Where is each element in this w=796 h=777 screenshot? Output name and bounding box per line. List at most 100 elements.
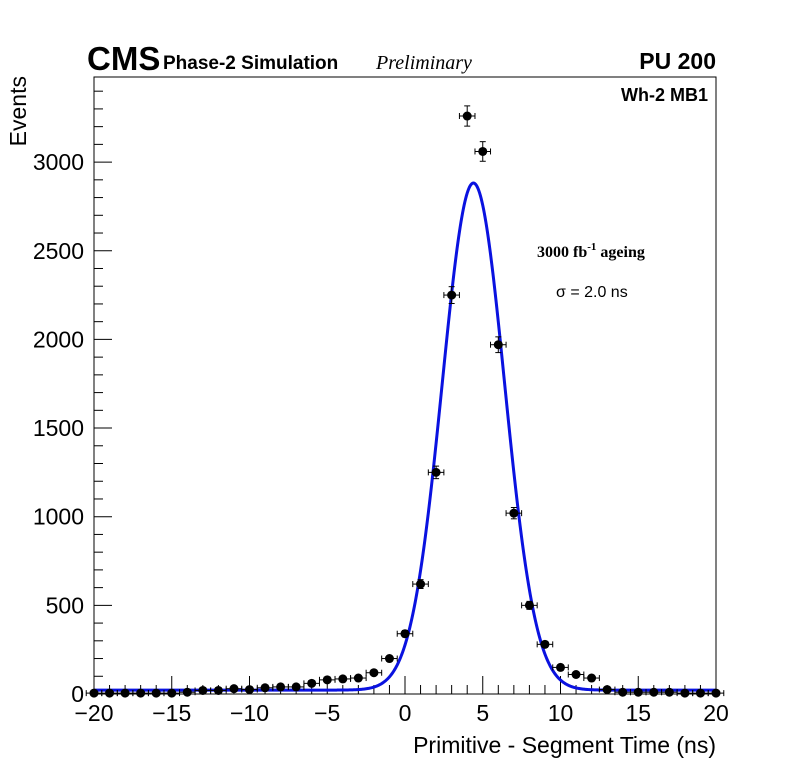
data-point-marker [384,654,394,664]
data-point [505,506,523,520]
data-point-marker [136,688,146,698]
x-tick-label: −5 [314,700,340,726]
data-point-marker [198,685,208,695]
y-tick-label: 1000 [33,504,84,530]
cms-label: CMS [87,40,160,77]
data-point [179,687,196,697]
data-point [536,639,554,649]
data-point-marker [213,685,223,695]
x-tick-label: 15 [625,700,651,726]
y-tick-label: 500 [46,592,84,618]
data-point [163,688,181,698]
data-point-marker [182,687,192,697]
data-point-marker [649,687,659,697]
data-point-marker [447,290,457,300]
data-point-marker [431,467,441,477]
data-point-marker [89,688,99,698]
data-point [132,688,149,698]
data-point [381,654,398,664]
data-point-marker [167,688,177,698]
data-point [303,678,320,688]
data-point-marker [369,668,379,678]
data-point [412,579,429,589]
data-point-marker [105,688,115,698]
data-point-marker [633,687,643,697]
data-point-marker [680,688,690,698]
data-point [365,668,383,678]
chamber-label: Wh-2 MB1 [621,85,708,105]
plot-frame-rect [93,76,717,695]
lumi-exponent: -1 [587,241,596,253]
data-point [583,673,600,683]
data-point [318,675,336,685]
data-point [474,141,492,162]
data-point-marker [540,639,550,649]
data-points-group [85,105,725,698]
data-point [147,688,165,698]
axis-ticks [93,90,717,695]
y-axis-title: Events [5,76,31,146]
pileup-label: PU 200 [639,48,716,74]
data-point [225,684,243,694]
data-point-marker [229,684,239,694]
data-point [521,600,538,610]
data-point-marker [416,579,426,589]
x-tick-label: −15 [152,700,191,726]
lumi-value: 3000 fb [537,244,587,261]
data-point-marker [602,685,612,695]
data-point-marker [291,682,301,692]
y-tick-label: 2000 [33,326,84,352]
data-point-marker [120,688,130,698]
data-point-marker [695,688,705,698]
data-point [598,685,616,695]
lumi-label: 3000 fb-1 ageing [537,241,645,261]
data-point [567,669,585,679]
data-point-marker [571,669,581,679]
phase2-label: Phase-2 Simulation [163,53,338,74]
data-point [443,286,460,304]
data-point-marker [338,674,348,684]
data-point [707,688,725,698]
data-point-marker [322,675,332,685]
x-axis-title: Primitive - Segment Time (ns) [413,732,716,758]
x-tick-label: 5 [476,700,489,726]
axis-tick-labels: −20 −15 −10 −5 0 5 10 15 20 0 500 1000 1500 2000 2500 3… [33,149,729,726]
x-tick-label: 20 [703,700,729,726]
data-point-marker [587,673,597,683]
y-tick-label: 1500 [33,415,84,441]
x-tick-label: 0 [399,700,412,726]
data-point-marker [151,688,161,698]
x-tick-label: −10 [230,700,269,726]
data-point [396,629,414,639]
y-tick-label: 3000 [33,149,84,175]
data-point-marker [664,687,674,697]
data-point [334,674,352,684]
data-point [241,685,258,695]
y-tick-label: 0 [71,681,84,707]
data-point [552,662,569,672]
x-tick-label: 10 [548,700,574,726]
data-point [490,336,507,354]
y-tick-label: 2500 [33,238,84,264]
data-point-marker [353,673,363,683]
data-point [287,682,305,692]
data-point [458,105,476,127]
data-point-marker [618,687,628,697]
data-point [194,685,212,695]
data-point-marker [478,146,488,156]
data-point-marker [462,111,472,121]
lumi-suffix: ageing [596,244,644,261]
plot-frame [93,76,717,695]
data-point [350,673,367,683]
data-point-marker [524,600,534,610]
data-point-marker [400,629,410,639]
data-point-marker [245,685,254,695]
data-point-marker [260,683,270,693]
x-tick-label: −20 [74,700,113,726]
data-point-marker [509,508,519,518]
data-point-marker [556,662,565,672]
data-point-marker [276,682,286,692]
sigma-label: σ = 2.0 ns [556,284,628,301]
